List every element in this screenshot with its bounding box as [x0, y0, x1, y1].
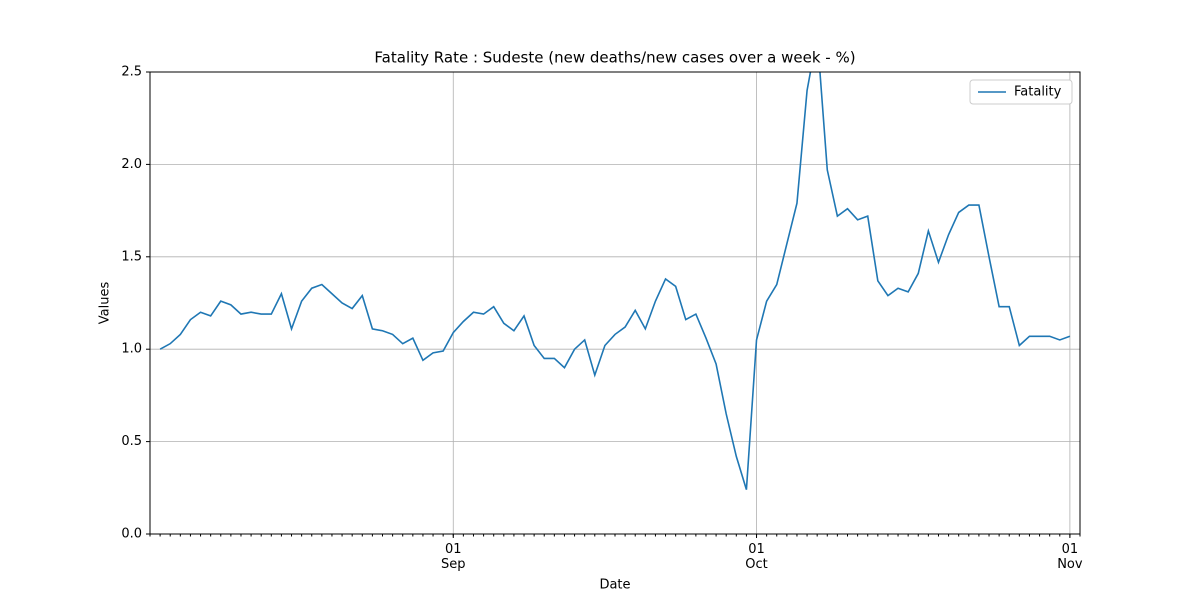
y-tick-label: 0.5	[121, 434, 142, 449]
data-line	[159, 72, 1071, 490]
y-tick-label: 2.0	[121, 157, 142, 172]
y-tick-label: 1.5	[121, 249, 142, 264]
legend-box	[969, 79, 1073, 105]
y-axis-label: Values	[98, 282, 113, 325]
x-axis-label: Date	[599, 578, 630, 593]
y-tick-label: 1.0	[121, 342, 142, 357]
legend-label: Fatality	[1014, 85, 1062, 100]
x-tick-label: 01 Sep	[440, 542, 466, 572]
y-tick-label: 0.0	[121, 527, 142, 542]
plot-frame	[149, 71, 1081, 535]
x-tick-label: 01 Oct	[745, 542, 768, 572]
chart-title: Fatality Rate : Sudeste (new deaths/new …	[374, 49, 855, 67]
y-tick-label: 2.5	[121, 65, 142, 80]
x-tick-label: 01 Nov	[1057, 542, 1083, 572]
